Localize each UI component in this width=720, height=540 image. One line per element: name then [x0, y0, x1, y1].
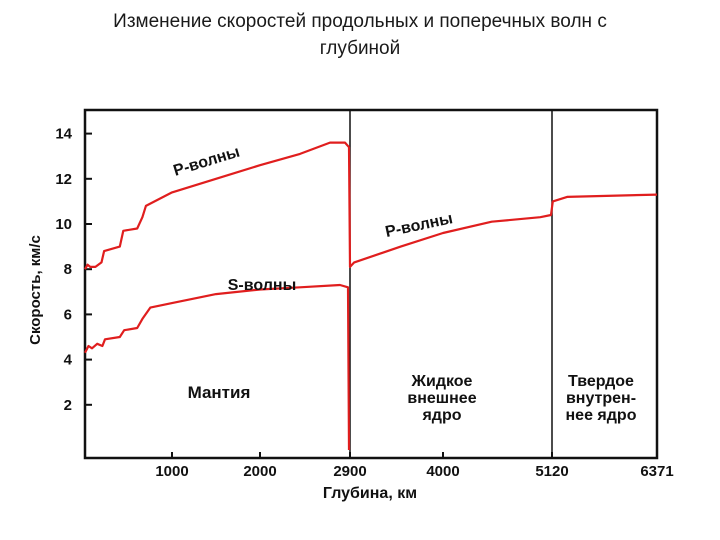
y-axis-label: Скорость, км/с: [27, 235, 44, 345]
title-line-2: глубиной: [319, 38, 401, 59]
x-tick-label: 5120: [535, 463, 568, 480]
x-tick-label: 2000: [243, 463, 276, 480]
outer-core-label-3: ядро: [421, 407, 461, 424]
y-tick-label: 14: [55, 126, 72, 143]
y-tick-label: 10: [55, 216, 72, 233]
y-tick-label: 2: [64, 397, 72, 414]
x-tick-label: 1000: [155, 463, 188, 480]
s-wave-label: S-волны: [228, 277, 297, 294]
p-wave-line: [84, 141, 658, 270]
inner-core-label-1: Твердое: [568, 373, 634, 390]
x-tick-label: 2900: [333, 463, 366, 480]
s-wave-line: [84, 283, 351, 451]
x-axis-label: Глубина, км: [323, 485, 417, 502]
y-tick-label: 6: [64, 306, 72, 323]
plot-frame: [83, 108, 659, 460]
inner-core-label-2: внутрен-: [566, 390, 636, 407]
outer-core-label-2: внешнее: [407, 390, 476, 407]
inner-core-label-3: нее ядро: [566, 407, 637, 424]
y-tick-label: 12: [55, 171, 72, 188]
outer-core-label-1: Жидкое: [411, 373, 473, 390]
mantle-label: Мантия: [188, 383, 251, 402]
x-tick-label: 6371: [640, 463, 673, 480]
title-line-1: Изменение скоростей продольных и попереч…: [113, 11, 607, 32]
slide-title: Изменение скоростей продольных и попереч…: [20, 8, 700, 62]
y-tick-label: 4: [64, 352, 73, 369]
y-tick-label: 8: [64, 261, 72, 278]
x-tick-label: 4000: [426, 463, 459, 480]
p-wave-core-label: P-волны: [384, 210, 455, 241]
y-axis: 2 4 6 8 10 12 14: [55, 126, 92, 414]
series-layer: [84, 141, 658, 451]
x-axis: 1000 2000 2900 4000 5120 6371: [155, 452, 674, 480]
